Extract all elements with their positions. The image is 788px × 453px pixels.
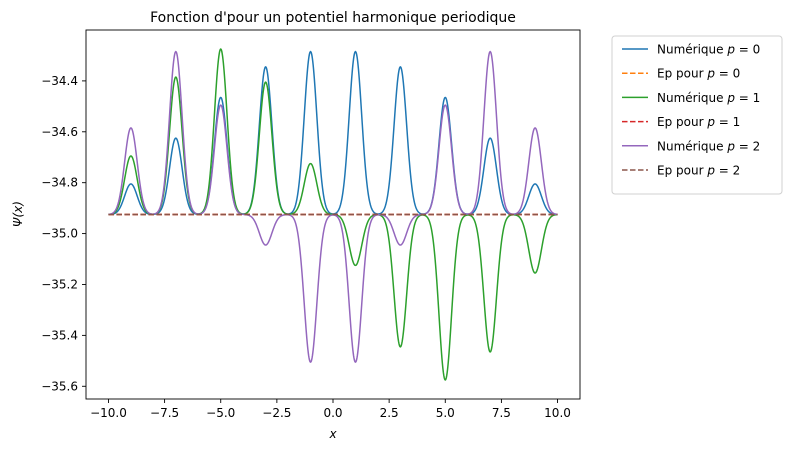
y-tick-label: −35.2: [41, 277, 78, 291]
chart-title: Fonction d'pour un potentiel harmonique …: [150, 10, 516, 26]
x-tick-label: −5.0: [206, 406, 235, 420]
y-axis: −34.4 −34.6 −34.8 −35.0 −35.2 −35.4 −35.6: [41, 74, 86, 393]
legend: Numérique p = 0 Ep pour p = 0 Numérique p …: [611, 35, 783, 195]
legend-label-2: Numérique p = 1: [657, 91, 760, 105]
y-tick-label: −35.4: [41, 328, 78, 342]
x-tick-label: 7.5: [492, 406, 511, 420]
legend-label-3: Ep pour p = 1: [657, 115, 740, 129]
x-tick-label: 2.5: [380, 406, 399, 420]
series-line-4: [108, 50, 558, 364]
x-tick-label: 10.0: [544, 406, 571, 420]
y-tick-label: −34.4: [41, 74, 78, 88]
x-tick-label: 0.0: [323, 406, 342, 420]
series-line-0: [108, 50, 558, 216]
y-axis-label: Ψ(x): [11, 201, 25, 227]
legend-label-4: Numérique p = 2: [657, 139, 760, 153]
legend-label-5: Ep pour p = 2: [657, 164, 740, 178]
x-axis: −10.0 −7.5 −5.0 −2.5 0.0 2.5 5.0 7.5 10.0: [90, 399, 571, 420]
x-tick-label: −2.5: [262, 406, 291, 420]
y-tick-label: −34.6: [41, 125, 78, 139]
x-tick-label: −7.5: [150, 406, 179, 420]
y-tick-label: −35.0: [41, 227, 78, 241]
x-tick-label: 5.0: [436, 406, 455, 420]
legend-label-0: Numérique p = 0: [657, 43, 760, 57]
y-tick-label: −34.8: [41, 176, 78, 190]
x-tick-label: −10.0: [90, 406, 127, 420]
y-tick-label: −35.6: [41, 379, 78, 393]
legend-label-1: Ep pour p = 0: [657, 67, 740, 81]
x-axis-label: x: [328, 427, 337, 441]
legend-box: [611, 35, 783, 195]
plot-lines: [108, 48, 558, 381]
